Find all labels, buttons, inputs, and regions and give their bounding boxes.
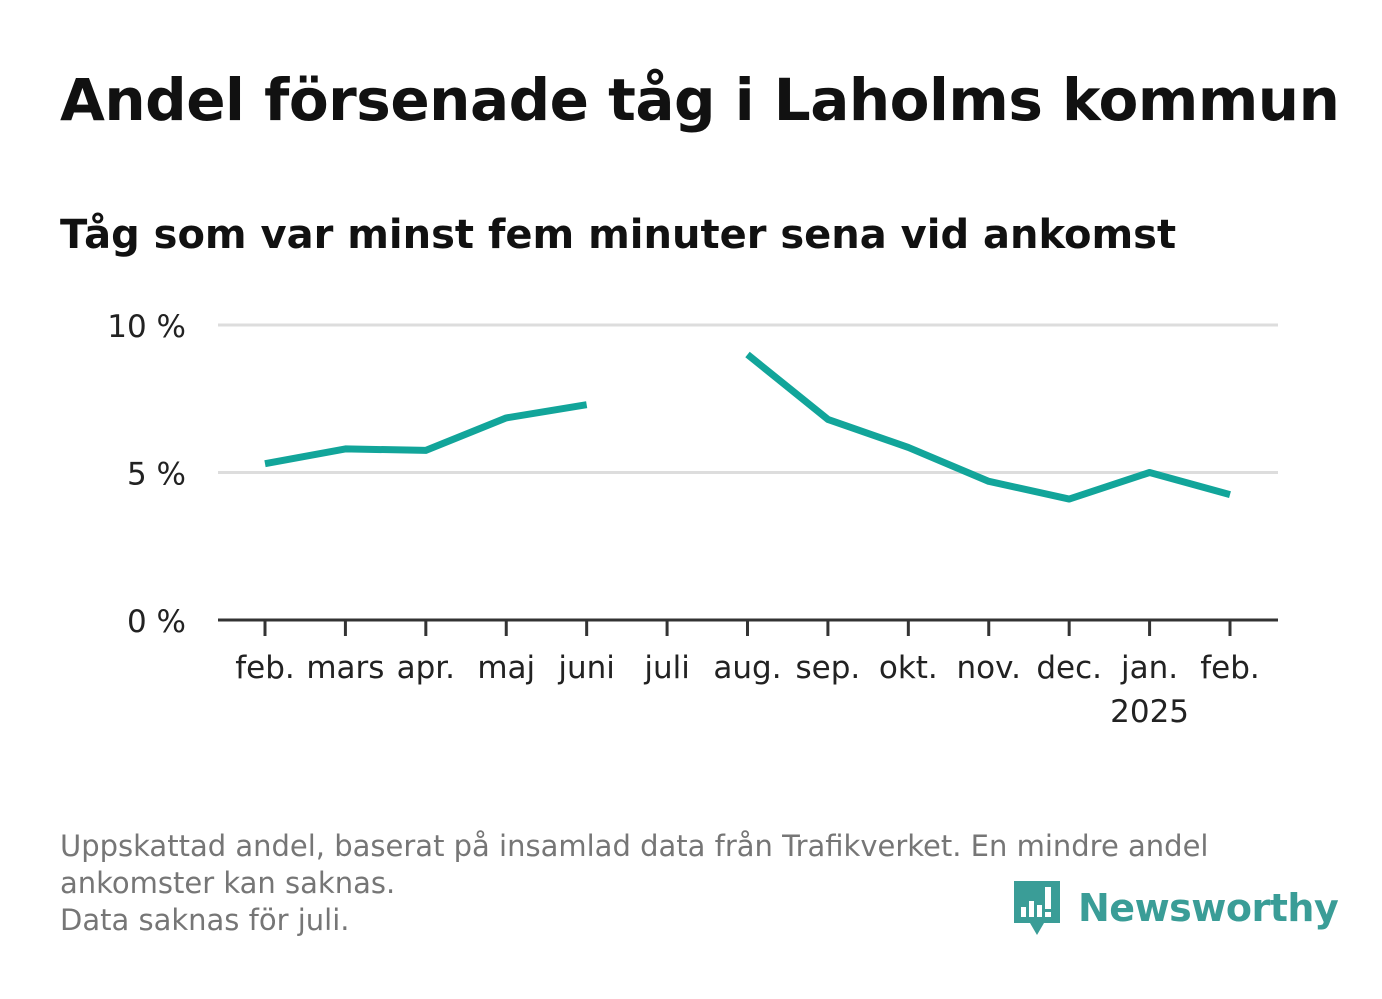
newsworthy-logo-icon [1014,881,1060,935]
series-lines [264,351,1231,503]
footnote-line-1: Uppskattad andel, baserat på insamlad da… [60,829,1209,863]
x-tick-label: juni [557,650,615,686]
y-axis-labels: 0 % 5 % 10 % [107,309,186,640]
brand-name: Newsworthy [1078,886,1339,930]
chart-footnote: Uppskattad andel, baserat på insamlad da… [60,828,1320,939]
x-tick-label: nov. [957,650,1021,686]
x-tick-label: jan. [1120,650,1178,686]
y-tick-label: 5 % [127,457,186,493]
x-tick-label: apr. [397,650,455,686]
series-line-segment [264,401,588,468]
x-tick-label: mars [306,650,384,686]
line-chart: 0 % 5 % 10 % feb. mars apr. maj juni juli aug. se… [107,309,1278,730]
series-line-segment [745,351,1231,503]
x-tick-label: maj [477,650,535,686]
x-tick-sublabel: 2025 [1110,694,1189,730]
x-tick-label: aug. [713,650,781,686]
x-axis [218,618,1278,636]
newsworthy-logo[interactable]: Newsworthy [1010,876,1339,940]
x-tick-label: feb. [235,650,295,686]
x-tick-label: dec. [1036,650,1102,686]
footnote-line-2: ankomster kan saknas. [60,866,396,900]
y-tick-label: 10 % [107,309,186,345]
footnote-line-3: Data saknas för juli. [60,903,350,937]
chart-subtitle: Tåg som var minst fem minuter sena vid a… [60,212,1177,258]
y-tick-label: 0 % [127,604,186,640]
chart-title: Andel försenade tåg i Laholms kommun [60,66,1340,134]
x-tick-label: okt. [879,650,938,686]
x-axis-labels: feb. mars apr. maj juni juli aug. sep. okt. nov. d… [235,650,1260,730]
x-tick-label: sep. [796,650,861,686]
grid-lines [218,323,1278,474]
x-tick-label: feb. [1200,650,1260,686]
x-tick-label: juli [643,650,690,686]
